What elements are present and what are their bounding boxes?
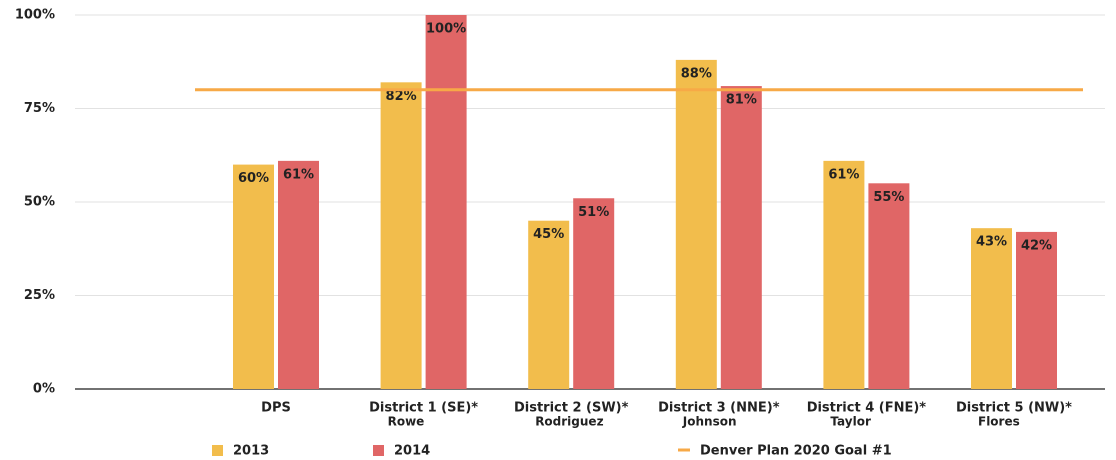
legend-label: 2014	[394, 444, 430, 459]
bar	[675, 59, 717, 389]
legend-label: 2013	[233, 444, 269, 459]
y-tick-label: 50%	[24, 195, 55, 210]
y-tick-label: 0%	[33, 382, 55, 397]
bar	[380, 82, 422, 389]
x-tick-label: DPS	[261, 401, 291, 416]
bar	[1016, 231, 1057, 389]
value-label: 43%	[976, 235, 1007, 250]
value-label: 81%	[726, 93, 757, 108]
bar	[971, 228, 1012, 389]
legend-swatch	[212, 445, 223, 456]
legend-label: Denver Plan 2020 Goal #1	[700, 444, 892, 459]
value-label: 60%	[238, 171, 269, 186]
bar	[573, 198, 615, 389]
value-label: 61%	[828, 167, 859, 182]
x-tick-sublabel: Taylor	[830, 415, 871, 429]
bar	[425, 15, 467, 389]
bar	[868, 183, 910, 389]
value-label: 100%	[426, 22, 466, 37]
value-label: 88%	[681, 66, 712, 81]
x-tick-sublabel: Rowe	[388, 415, 425, 429]
bar	[720, 86, 762, 389]
x-tick-label: District 2 (SW)*	[514, 401, 629, 416]
value-label: 82%	[386, 89, 417, 104]
x-tick-sublabel: Johnson	[682, 415, 737, 429]
x-tick-label: District 5 (NW)*	[956, 401, 1072, 416]
bar	[278, 160, 319, 389]
x-tick-label: District 4 (FNE)*	[807, 401, 927, 416]
y-tick-label: 25%	[24, 288, 55, 303]
y-tick-label: 75%	[24, 101, 55, 116]
y-tick-label: 100%	[15, 8, 55, 23]
legend-swatch	[373, 445, 384, 456]
bar	[233, 164, 274, 389]
x-tick-sublabel: Flores	[978, 415, 1020, 429]
bar	[528, 220, 570, 389]
x-tick-sublabel: Rodriguez	[535, 415, 603, 429]
value-label: 42%	[1021, 238, 1052, 253]
value-label: 51%	[578, 205, 609, 220]
value-label: 55%	[873, 190, 904, 205]
x-tick-label: District 3 (NNE)*	[658, 401, 780, 416]
x-tick-label: District 1 (SE)*	[369, 401, 478, 416]
bar	[823, 160, 865, 389]
value-label: 61%	[283, 167, 314, 182]
value-label: 45%	[533, 227, 564, 242]
